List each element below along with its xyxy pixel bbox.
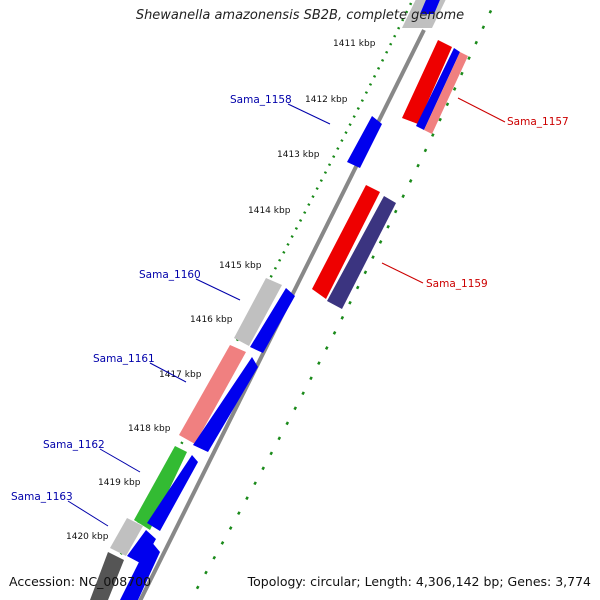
cds-sama-1163-grey xyxy=(110,518,143,556)
gene-leader-line xyxy=(381,262,424,284)
cds-sama-1159-red xyxy=(312,185,380,299)
ruler-tick-label: 1418 kbp xyxy=(128,424,171,434)
gene-leader-line xyxy=(99,448,141,473)
gene-label: Sama_1162 xyxy=(43,439,105,451)
gene-labels: Sama_1157 Sama_1158 Sama_1159 Sama_1160 Sama… xyxy=(11,94,569,527)
ruler-tick-label: 1419 kbp xyxy=(98,478,141,488)
cds-sama-1157-salmon xyxy=(424,52,468,134)
gene-leader-line xyxy=(149,362,187,383)
ruler-tick-label: 1415 kbp xyxy=(219,261,262,271)
ruler-tick-label: 1414 kbp xyxy=(248,206,291,216)
ruler-ticks: 1411 kbp 1412 kbp 1413 kbp 1414 kbp 1415 kbp… xyxy=(66,39,376,542)
cds-sama-1163-blue xyxy=(127,530,156,564)
cds-sama-1158 xyxy=(347,116,382,168)
gene-label: Sama_1158 xyxy=(230,94,292,106)
gene-label: Sama_1160 xyxy=(139,269,201,281)
gene-label: Sama_1157 xyxy=(507,116,569,128)
map-title: Shewanella amazonensis SB2B, complete ge… xyxy=(135,8,465,23)
cds-blue-bottom xyxy=(120,540,160,600)
cds-sama-1161-salmon xyxy=(179,345,246,444)
genome-backbone xyxy=(138,29,426,600)
cds-sama-1157-blue xyxy=(416,48,460,130)
genome-summary-text: Topology: circular; Length: 4,306,142 bp… xyxy=(247,574,591,589)
ruler-tick-label: 1411 kbp xyxy=(333,39,376,49)
accession-text: Accession: NC_008700 xyxy=(9,574,152,589)
ruler-tick-label: 1413 kbp xyxy=(277,150,320,160)
cds-sama-1157-red xyxy=(402,40,452,124)
gene-leader-line xyxy=(287,103,331,125)
cds-sama-1162-green xyxy=(134,446,187,530)
ruler-tick-label: 1420 kbp xyxy=(66,532,109,542)
gene-leader-line xyxy=(195,278,241,301)
cds-dark-bottom xyxy=(90,552,124,600)
cds-sama-1160-grey xyxy=(234,278,282,346)
gene-leader-line xyxy=(67,500,109,527)
feature-tracks xyxy=(90,0,498,600)
cds-sama-1160-blue xyxy=(250,288,295,353)
cds-blue-top xyxy=(420,0,440,14)
gene-label: Sama_1159 xyxy=(426,278,488,290)
ruler-tick-label: 1412 kbp xyxy=(305,95,348,105)
gene-label: Sama_1163 xyxy=(11,491,73,503)
inner-ruler-line xyxy=(94,0,414,600)
cds-sama-1159-navy xyxy=(327,196,396,309)
cds-sama-1162-blue xyxy=(147,455,198,531)
cds-sama-1161-blue xyxy=(193,357,258,452)
gene-leader-line xyxy=(457,97,506,123)
gene-label: Sama_1161 xyxy=(93,353,155,365)
ruler-tick-label: 1417 kbp xyxy=(159,370,202,380)
ruler-tick-label: 1416 kbp xyxy=(190,315,233,325)
